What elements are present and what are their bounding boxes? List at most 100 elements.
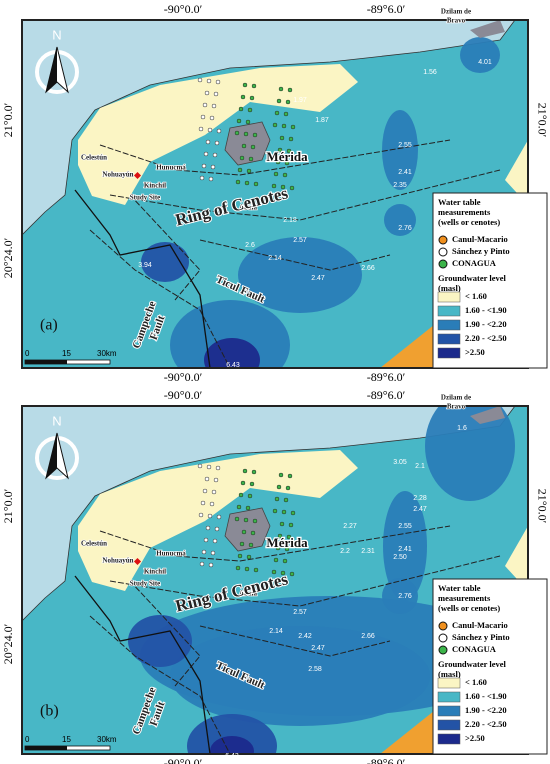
legend-swatch xyxy=(437,733,461,745)
well xyxy=(242,82,248,88)
zone-high xyxy=(170,300,290,368)
well xyxy=(204,90,210,96)
well xyxy=(247,107,253,113)
well xyxy=(199,561,205,567)
legend-label: < 1.60 xyxy=(465,291,487,301)
fault-line xyxy=(109,555,501,607)
contour-label: 2.41 xyxy=(398,169,412,176)
place-label: Kinchil xyxy=(144,568,166,576)
well xyxy=(211,103,217,109)
legend-title: Water table xyxy=(438,197,481,207)
fault-line xyxy=(129,194,201,301)
well xyxy=(275,159,281,165)
well xyxy=(277,533,283,539)
contour-label: 2.57 xyxy=(293,237,307,244)
well xyxy=(201,549,207,555)
longitude-label: -90°0.0′ xyxy=(164,370,203,384)
well xyxy=(276,98,282,104)
well xyxy=(213,91,219,97)
north-label: N xyxy=(52,27,61,42)
fault-line xyxy=(129,580,201,687)
well xyxy=(279,135,285,141)
well xyxy=(275,545,281,551)
well xyxy=(287,87,293,93)
well xyxy=(289,571,295,577)
well xyxy=(203,537,209,543)
legend-label: >2.50 xyxy=(465,347,485,357)
legend-label: 1.90 - <2.20 xyxy=(465,319,507,329)
study-site-marker xyxy=(133,557,142,566)
well xyxy=(272,122,278,128)
well xyxy=(249,95,255,101)
well xyxy=(239,155,245,161)
well xyxy=(250,144,256,150)
contour-label: 4.01 xyxy=(478,59,492,66)
well xyxy=(238,106,244,112)
contour-label: 2.31 xyxy=(361,548,375,555)
well xyxy=(290,510,296,516)
well xyxy=(198,126,204,132)
legend-swatch xyxy=(437,347,461,359)
well xyxy=(288,136,294,142)
well xyxy=(252,518,258,524)
longitude-label: -89°6.0′ xyxy=(367,388,406,402)
longitude-label: -90°0.0′ xyxy=(164,756,203,764)
well xyxy=(241,529,247,535)
latitude-label: 21°0.0′ xyxy=(1,488,15,523)
well xyxy=(238,492,244,498)
well xyxy=(235,565,241,571)
contour-label: 3.05 xyxy=(393,459,407,466)
well xyxy=(201,163,207,169)
legend-title: (masl) xyxy=(438,283,461,293)
well xyxy=(213,477,219,483)
legend-label: 1.90 - <2.20 xyxy=(465,705,507,715)
latitude-label: 20°24.0′ xyxy=(1,237,15,278)
place-label: Celestún xyxy=(81,540,107,548)
legend-title: Water table xyxy=(438,583,481,593)
legend-title: Groundwater level xyxy=(438,659,507,669)
zone-high xyxy=(382,578,418,614)
well xyxy=(279,521,285,527)
legend-label: >2.50 xyxy=(465,733,485,743)
fault-line xyxy=(89,229,231,368)
contour-label: 2.76 xyxy=(398,593,412,600)
contour-label: 2.41 xyxy=(398,546,412,553)
well xyxy=(240,480,246,486)
well xyxy=(198,512,204,518)
well xyxy=(273,557,279,563)
scale-label: 0 xyxy=(25,735,30,744)
coast-city xyxy=(470,20,505,38)
well xyxy=(208,562,214,568)
well xyxy=(236,118,242,124)
legend-label: Sánchez y Pinto xyxy=(452,632,510,642)
legend-label: CONAGUA xyxy=(452,644,497,654)
map xyxy=(22,406,528,754)
well xyxy=(286,148,292,154)
contour-label: 2.42 xyxy=(298,633,312,640)
legend-label: Canul-Macario xyxy=(452,234,508,244)
well xyxy=(206,78,212,84)
well xyxy=(282,172,288,178)
legend-label: 2.20 - <2.50 xyxy=(465,719,507,729)
north-label: N xyxy=(52,413,61,428)
well xyxy=(234,516,240,522)
legend-label: < 1.60 xyxy=(465,677,487,687)
legend-label: 1.60 - <1.90 xyxy=(465,691,507,701)
legend-swatch xyxy=(437,691,461,703)
zone-high xyxy=(210,736,254,754)
well xyxy=(214,140,220,146)
scale-label: 15 xyxy=(62,349,71,358)
fault-line xyxy=(109,169,501,221)
well xyxy=(284,160,290,166)
well xyxy=(278,86,284,92)
well xyxy=(272,508,278,514)
scale-bar-black xyxy=(25,360,67,364)
legend-swatch xyxy=(437,677,461,689)
well xyxy=(250,530,256,536)
longitude-label: -90°0.0′ xyxy=(164,2,203,16)
well xyxy=(271,569,277,575)
latitude-label: 21°0.0′ xyxy=(535,103,549,138)
contour-label: 2.14 xyxy=(268,255,282,262)
well xyxy=(236,504,242,510)
contour-label: 2.35 xyxy=(393,182,407,189)
